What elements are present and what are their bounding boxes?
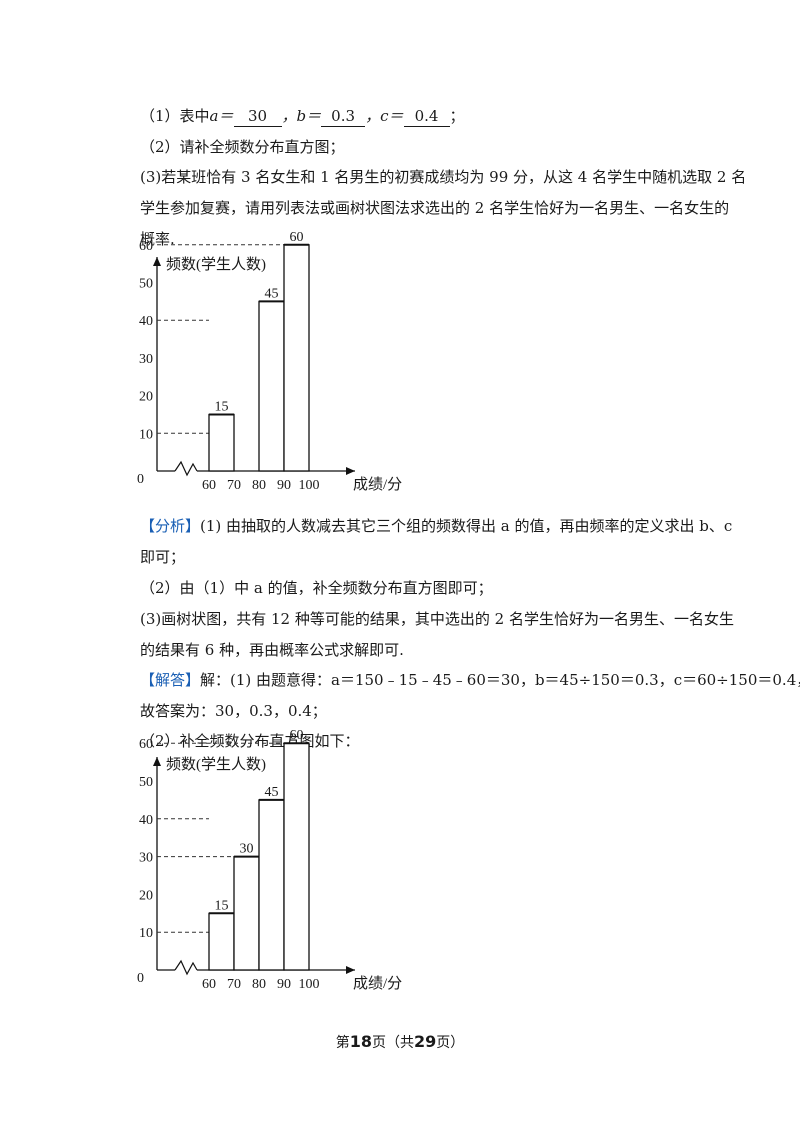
x-tick-label: 60 xyxy=(202,977,216,992)
question-3-line-2: 学生参加复赛，请用列表法或画树状图法求选出的 2 名学生恰好为一名男生、一名女生… xyxy=(140,199,730,217)
answer-c: 0.4 xyxy=(403,106,450,127)
question-3-line-3: 概率. xyxy=(140,230,175,248)
answer-a: 30 xyxy=(233,106,282,127)
x-axis-label: 成绩/分 xyxy=(353,476,402,493)
x-tick-label: 80 xyxy=(252,977,266,992)
x-tick-label: 70 xyxy=(227,478,241,493)
page-number: 18 xyxy=(349,1032,372,1051)
analysis-line-3: （2）由（1）中 a 的值，补全频数分布直方图即可； xyxy=(140,579,493,597)
y-tick-label: 60 xyxy=(139,239,153,254)
analysis-line-4: (3)画树状图，共有 12 种等可能的结果，其中选出的 2 名学生恰好为一名男生… xyxy=(140,610,734,628)
histogram-incomplete: 频数(学生人数) 成绩/分 0 10 20 30 40 50 60 15 45 60 60 70 80 90 1… xyxy=(137,230,402,493)
page-footer: 第18页（共29页） xyxy=(335,1032,465,1051)
answer-tag: 【解答】 xyxy=(140,671,201,689)
answer-line-1: 【解答】解：(1) 由题意得：a＝150﹣15﹣45﹣60＝30，b＝45÷15… xyxy=(140,671,800,689)
x-axis-label: 成绩/分 xyxy=(353,975,402,992)
x-tick-label: 100 xyxy=(299,478,320,493)
y-tick-label: 40 xyxy=(139,813,153,828)
x-axis-arrow xyxy=(346,966,355,974)
analysis-tag: 【分析】 xyxy=(140,517,201,535)
answer-b: 0.3 xyxy=(321,106,366,127)
x-tick-label: 60 xyxy=(202,478,216,493)
y-axis-arrow xyxy=(153,257,161,266)
histogram-bar xyxy=(283,244,310,472)
bar-value-label: 60 xyxy=(290,230,304,245)
y-tick-label: 20 xyxy=(139,888,153,903)
bar-value-label: 15 xyxy=(215,898,229,913)
histogram-bar xyxy=(258,799,285,971)
bar-value-label: 60 xyxy=(290,728,304,743)
question-3-line-1: (3)若某班恰有 3 名女生和 1 名男生的初赛成绩均为 99 分，从这 4 名… xyxy=(140,168,747,186)
question-1: （1）表中a＝ 30 ，b＝ 0.3 ，c＝ 0.4； xyxy=(140,106,465,127)
origin-label: 0 xyxy=(137,971,144,986)
y-tick-label: 50 xyxy=(139,775,153,790)
x-tick-label: 70 xyxy=(227,977,241,992)
analysis-line-5: 的结果有 6 种，再由概率公式求解即可. xyxy=(140,641,404,659)
analysis-line-2: 即可； xyxy=(140,548,186,566)
y-tick-label: 10 xyxy=(139,926,153,941)
y-tick-label: 40 xyxy=(139,314,153,329)
question-2: （2）请补全频数分布直方图； xyxy=(140,138,345,156)
histogram-bar xyxy=(208,413,235,472)
histogram-bar xyxy=(233,855,260,971)
y-tick-label: 30 xyxy=(139,352,153,367)
y-axis-label: 频数(学生人数) xyxy=(166,756,266,773)
histogram-bar xyxy=(283,742,310,971)
y-axis-label: 频数(学生人数) xyxy=(166,256,266,273)
x-tick-label: 90 xyxy=(277,977,291,992)
x-tick-label: 90 xyxy=(277,478,291,493)
y-tick-label: 20 xyxy=(139,390,153,405)
page-total: 29 xyxy=(414,1032,437,1051)
x-axis-arrow xyxy=(346,467,355,475)
axis-break-zigzag xyxy=(174,959,198,976)
bar-value-label: 45 xyxy=(265,785,279,800)
x-tick-label: 80 xyxy=(252,478,266,493)
axis-break-zigzag xyxy=(174,460,198,477)
origin-label: 0 xyxy=(137,472,144,487)
histogram-bar xyxy=(208,912,235,971)
histogram-complete: 频数(学生人数) 成绩/分 0 10 20 30 40 50 60 15 30 45 60 60 70 80 9… xyxy=(137,728,402,992)
y-tick-label: 10 xyxy=(139,427,153,442)
y-tick-label: 50 xyxy=(139,277,153,292)
y-tick-label: 30 xyxy=(139,851,153,866)
y-tick-label: 60 xyxy=(139,737,153,752)
histogram-bar xyxy=(258,300,285,472)
bar-value-label: 15 xyxy=(215,399,229,414)
y-axis-arrow xyxy=(153,757,161,766)
bar-value-label: 45 xyxy=(265,286,279,301)
bar-value-label: 30 xyxy=(240,842,254,857)
x-tick-label: 100 xyxy=(299,977,320,992)
answer-line-2: 故答案为：30，0.3，0.4； xyxy=(140,702,327,720)
analysis-line-1: 【分析】(1) 由抽取的人数减去其它三个组的频数得出 a 的值，再由频率的定义求… xyxy=(140,517,733,535)
